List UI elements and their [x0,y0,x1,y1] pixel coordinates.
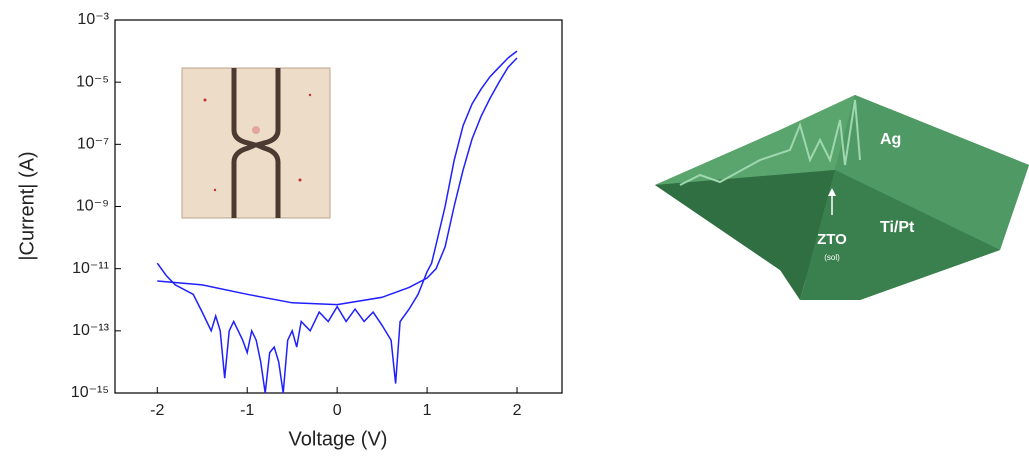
x-tick-label: 1 [423,402,432,419]
y-tick-label: 10⁻⁵ [76,73,109,90]
render-label: ZTO [817,231,847,248]
x-tick-label: 2 [513,402,522,419]
y-tick-label: 10⁻⁹ [76,198,109,215]
render-label: (sol) [824,253,840,262]
x-tick-label: -1 [240,402,254,419]
y-tick-label: 10⁻³ [77,11,109,28]
x-tick-label: 0 [333,402,342,419]
y-tick-label: 10⁻¹⁵ [71,384,109,401]
y-tick-label: 10⁻¹³ [72,322,110,339]
y-axis-label: |Current| (A) [16,151,38,260]
data-line [157,57,518,306]
inset-image [181,67,331,219]
render-3d [655,95,1029,300]
x-axis-label: Voltage (V) [289,428,388,450]
data-line [156,50,518,394]
x-tick-label: -2 [150,402,164,419]
render-label: Ag [880,131,901,148]
y-tick-label: 10⁻¹¹ [72,260,109,277]
render-label: Ti/Pt [880,219,915,236]
y-tick-label: 10⁻⁷ [77,136,109,153]
